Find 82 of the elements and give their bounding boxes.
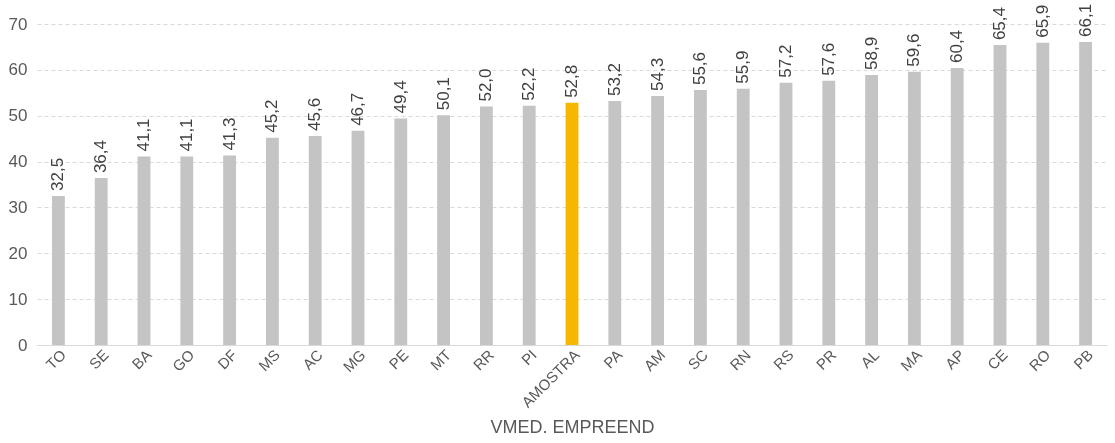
- bar: [651, 96, 665, 345]
- bar: [351, 130, 365, 345]
- y-tick-label: 30: [8, 197, 28, 217]
- data-label: 50,1: [433, 77, 453, 111]
- data-label: 32,5: [48, 157, 68, 191]
- bar: [394, 118, 408, 345]
- x-tick-label: MG: [339, 346, 369, 376]
- bar: [693, 90, 707, 345]
- bar: [865, 74, 879, 345]
- data-label: 52,0: [476, 68, 496, 102]
- data-label: 60,4: [947, 29, 967, 64]
- data-label: 57,2: [776, 44, 795, 78]
- bar: [51, 195, 65, 345]
- bar: [736, 88, 750, 345]
- x-tick-label: DF: [214, 346, 241, 373]
- data-label: 58,9: [861, 36, 881, 70]
- bar: [950, 68, 964, 345]
- bar: [94, 178, 108, 345]
- bar: [522, 105, 536, 345]
- data-label: 46,7: [348, 92, 367, 126]
- x-tick-label: RS: [769, 346, 797, 373]
- x-tick-label: SE: [85, 346, 112, 373]
- bar: [822, 80, 836, 345]
- data-label: 55,6: [690, 51, 710, 86]
- x-tick-label: TO: [42, 346, 70, 373]
- bar: [137, 156, 151, 345]
- data-label: 65,9: [1032, 4, 1052, 38]
- x-tick-label: GO: [168, 346, 198, 375]
- data-label: 52,2: [519, 67, 539, 101]
- x-tick-label: MA: [897, 346, 926, 375]
- data-label: 41,1: [134, 118, 153, 152]
- x-tick-label: PE: [385, 346, 412, 373]
- bar: [608, 101, 622, 345]
- x-tick-label: SC: [684, 345, 712, 373]
- bar: [265, 137, 279, 345]
- x-tick-label: AL: [857, 346, 883, 372]
- data-label: 41,3: [219, 117, 239, 151]
- x-tick-label: MT: [426, 346, 455, 374]
- y-tick-label: 50: [8, 106, 28, 126]
- x-tick-label: AC: [299, 345, 326, 373]
- data-label: 66,1: [1075, 3, 1095, 37]
- y-tick-label: 70: [8, 14, 28, 34]
- x-tick-label: MS: [255, 346, 284, 375]
- data-label: 55,9: [733, 50, 753, 84]
- bar: [437, 115, 451, 345]
- y-tick-label: 0: [18, 335, 28, 355]
- bar: [180, 156, 194, 345]
- data-label: 45,2: [262, 99, 282, 133]
- y-tick-label: 20: [8, 243, 28, 263]
- data-label: 53,2: [604, 62, 624, 97]
- x-axis-title: VMED. EMPREEND: [490, 416, 655, 437]
- data-label: 36,4: [91, 139, 111, 174]
- y-tick-label: 40: [8, 152, 28, 172]
- x-tick-label: CE: [983, 346, 1011, 373]
- bar: [479, 106, 493, 345]
- data-label: 65,4: [990, 7, 1009, 41]
- bar: [779, 82, 793, 345]
- data-label: 45,6: [305, 97, 325, 131]
- x-tick-label: RO: [1025, 346, 1054, 375]
- x-tick-label: RR: [469, 345, 498, 374]
- y-tick-label: 10: [8, 289, 28, 309]
- x-tick-label: PA: [600, 346, 626, 372]
- x-tick-label: PR: [812, 345, 840, 373]
- bar: [993, 45, 1007, 345]
- data-label: 54,3: [647, 57, 667, 91]
- bar: [565, 102, 579, 345]
- data-label: 57,6: [818, 42, 838, 76]
- x-tick-label: AM: [640, 346, 669, 375]
- bar: [1079, 41, 1093, 345]
- bar: [308, 135, 322, 345]
- y-tick-label: 60: [8, 60, 28, 80]
- bar: [223, 155, 237, 345]
- x-tick-label: AP: [941, 346, 968, 373]
- bar: [1036, 42, 1050, 345]
- data-label: 49,4: [390, 80, 410, 114]
- data-label: 41,1: [176, 118, 196, 152]
- x-tick-label: RN: [726, 346, 754, 374]
- data-label: 59,6: [904, 33, 924, 67]
- data-label: 52,8: [562, 64, 581, 98]
- x-tick-label: BA: [128, 346, 155, 373]
- x-tick-label: PB: [1070, 346, 1097, 373]
- bar: [907, 71, 921, 345]
